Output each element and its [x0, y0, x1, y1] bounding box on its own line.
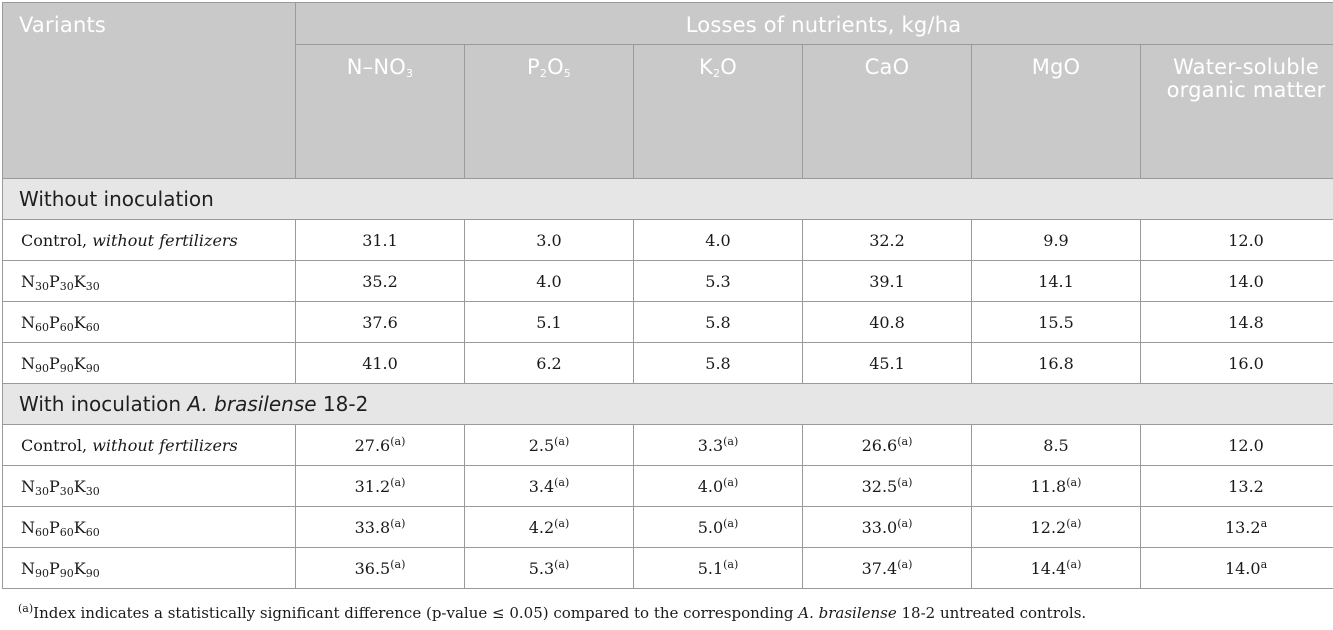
section-title: Without inoculation [1, 178, 1333, 220]
cell-nno3: 35.2 [295, 260, 465, 302]
cell-nno3: 37.6 [295, 301, 465, 343]
cell-k2o: 3.3(a) [633, 424, 803, 466]
footnote-species: A. brasilense [798, 604, 897, 622]
cell-k2o: 5.3 [633, 260, 803, 302]
header-group: Losses of nutrients, kg/ha [294, 2, 1333, 45]
cell-nno3: 27.6(a) [295, 424, 465, 466]
cell-mgo: 14.4(a) [971, 547, 1141, 589]
cell-nno3: 31.1 [295, 219, 465, 261]
cell-mgo: 11.8(a) [971, 465, 1141, 507]
cell-cao: 40.8 [802, 301, 972, 343]
cell-water-soluble: 14.0 [1139, 260, 1333, 302]
cell-k2o: 5.8 [633, 301, 803, 343]
table-row: N30P30K30 31.2(a) 3.4(a) 4.0(a) 32.5(a) … [2, 465, 1333, 507]
cell-mgo: 14.1 [971, 260, 1141, 302]
table-row: Control, without fertilizers 27.6(a) 2.5… [2, 424, 1333, 466]
cell-p2o5: 6.2 [464, 342, 634, 384]
cell-mgo: 8.5 [971, 424, 1141, 466]
cell-cao: 32.5(a) [802, 465, 972, 507]
cell-p2o5: 4.0 [464, 260, 634, 302]
cell-k2o: 5.8 [633, 342, 803, 384]
table-row: N90P90K90 41.0 6.2 5.8 45.1 16.8 16.0 [2, 342, 1333, 384]
table-row: N90P90K90 36.5(a) 5.3(a) 5.1(a) 37.4(a) … [2, 547, 1333, 589]
row-label: N60P60K60 [2, 506, 296, 548]
cell-mgo: 15.5 [971, 301, 1141, 343]
row-label: Control, without fertilizers [2, 424, 296, 466]
row-label: N30P30K30 [2, 465, 296, 507]
cell-p2o5: 5.3(a) [464, 547, 634, 589]
cell-k2o: 5.1(a) [633, 547, 803, 589]
cell-p2o5: 3.4(a) [464, 465, 634, 507]
cell-water-soluble: 14.0a [1139, 547, 1333, 589]
header-col-p2o5: P2O5 [464, 44, 634, 179]
cell-cao: 39.1 [802, 260, 972, 302]
footnote-text-end: 18-2 untreated controls. [896, 604, 1087, 622]
cell-cao: 33.0(a) [802, 506, 972, 548]
table-row: N30P30K30 35.2 4.0 5.3 39.1 14.1 14.0 [2, 260, 1333, 302]
section-row: With inoculation A. brasilense 18-2 [1, 383, 1333, 425]
header-col-mgo: MgO [971, 44, 1141, 179]
cell-cao: 37.4(a) [802, 547, 972, 589]
cell-water-soluble: 13.2a [1139, 506, 1333, 548]
cell-cao: 26.6(a) [802, 424, 972, 466]
cell-k2o: 4.0(a) [633, 465, 803, 507]
row-label: Control, without fertilizers [2, 219, 296, 261]
cell-p2o5: 3.0 [464, 219, 634, 261]
table-row: Control, without fertilizers 31.1 3.0 4.… [2, 219, 1333, 261]
header-col-water-soluble: Water-soluble organic matter [1139, 44, 1333, 179]
cell-nno3: 36.5(a) [295, 547, 465, 589]
footnote: (a)Index indicates a statistically signi… [18, 602, 1087, 622]
cell-mgo: 16.8 [971, 342, 1141, 384]
cell-nno3: 31.2(a) [295, 465, 465, 507]
cell-mgo: 12.2(a) [971, 506, 1141, 548]
row-label: N90P90K90 [2, 342, 296, 384]
section-title: With inoculation A. brasilense 18-2 [1, 383, 1333, 425]
footnote-text: Index indicates a statistically signific… [33, 604, 799, 622]
table-row: N60P60K60 33.8(a) 4.2(a) 5.0(a) 33.0(a) … [2, 506, 1333, 548]
cell-water-soluble: 12.0 [1139, 219, 1333, 261]
cell-k2o: 5.0(a) [633, 506, 803, 548]
cell-cao: 45.1 [802, 342, 972, 384]
nutrient-losses-table: Variants Losses of nutrients, kg/ha N–NO… [1, 2, 1333, 589]
cell-nno3: 33.8(a) [295, 506, 465, 548]
cell-cao: 32.2 [802, 219, 972, 261]
cell-water-soluble: 13.2 [1139, 465, 1333, 507]
table-row: N60P60K60 37.6 5.1 5.8 40.8 15.5 14.8 [2, 301, 1333, 343]
header-variants: Variants [2, 2, 296, 179]
cell-k2o: 4.0 [633, 219, 803, 261]
cell-p2o5: 4.2(a) [464, 506, 634, 548]
header-col-k2o: K2O [633, 44, 803, 179]
footnote-mark: (a) [18, 602, 34, 615]
cell-p2o5: 5.1 [464, 301, 634, 343]
cell-mgo: 9.9 [971, 219, 1141, 261]
row-label: N60P60K60 [2, 301, 296, 343]
header-col-cao: CaO [802, 44, 972, 179]
cell-nno3: 41.0 [295, 342, 465, 384]
row-label: N90P90K90 [2, 547, 296, 589]
table-header: Variants Losses of nutrients, kg/ha N–NO… [2, 2, 1333, 179]
cell-p2o5: 2.5(a) [464, 424, 634, 466]
cell-water-soluble: 12.0 [1139, 424, 1333, 466]
table-body: Without inoculation Control, without fer… [1, 178, 1333, 589]
cell-water-soluble: 14.8 [1139, 301, 1333, 343]
row-label: N30P30K30 [2, 260, 296, 302]
section-row: Without inoculation [1, 178, 1333, 220]
cell-water-soluble: 16.0 [1139, 342, 1333, 384]
header-col-nno3: N–NO3 [295, 44, 465, 179]
